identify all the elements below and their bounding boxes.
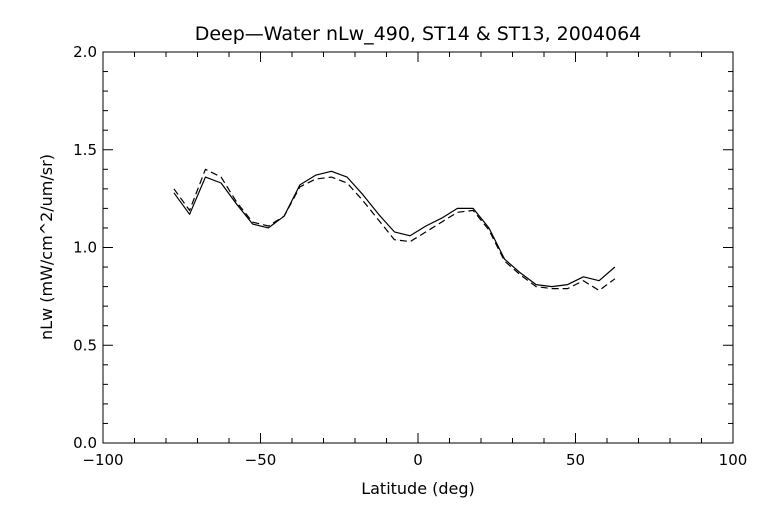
- x-tick-label: −50: [245, 451, 277, 469]
- y-tick-label: 2.0: [73, 43, 97, 61]
- chart-title: Deep—Water nLw_490, ST14 & ST13, 2004064: [195, 23, 642, 45]
- y-axis-label: nLw (mW/cm^2/um/sr): [37, 154, 56, 340]
- x-tick-label: 0: [413, 451, 423, 469]
- x-axis-label: Latitude (deg): [361, 479, 475, 498]
- x-tick-label: −100: [82, 451, 123, 469]
- series-layer: [173, 168, 616, 292]
- y-tick-label: 0.0: [73, 434, 97, 452]
- x-tick-label: 100: [719, 451, 748, 469]
- x-tick-label: 50: [566, 451, 585, 469]
- y-tick-label: 1.5: [73, 141, 97, 159]
- tick-marks: [102, 51, 734, 444]
- y-tick-label: 1.0: [73, 239, 97, 257]
- plot-frame: [102, 51, 734, 444]
- tick-labels: −100 −50 0 50 100 0.0 0.5 1.0 1.5 2.0: [73, 43, 747, 469]
- series-line-dashed: [173, 168, 616, 292]
- y-tick-label: 0.5: [73, 336, 97, 354]
- series-line-solid: [173, 170, 616, 288]
